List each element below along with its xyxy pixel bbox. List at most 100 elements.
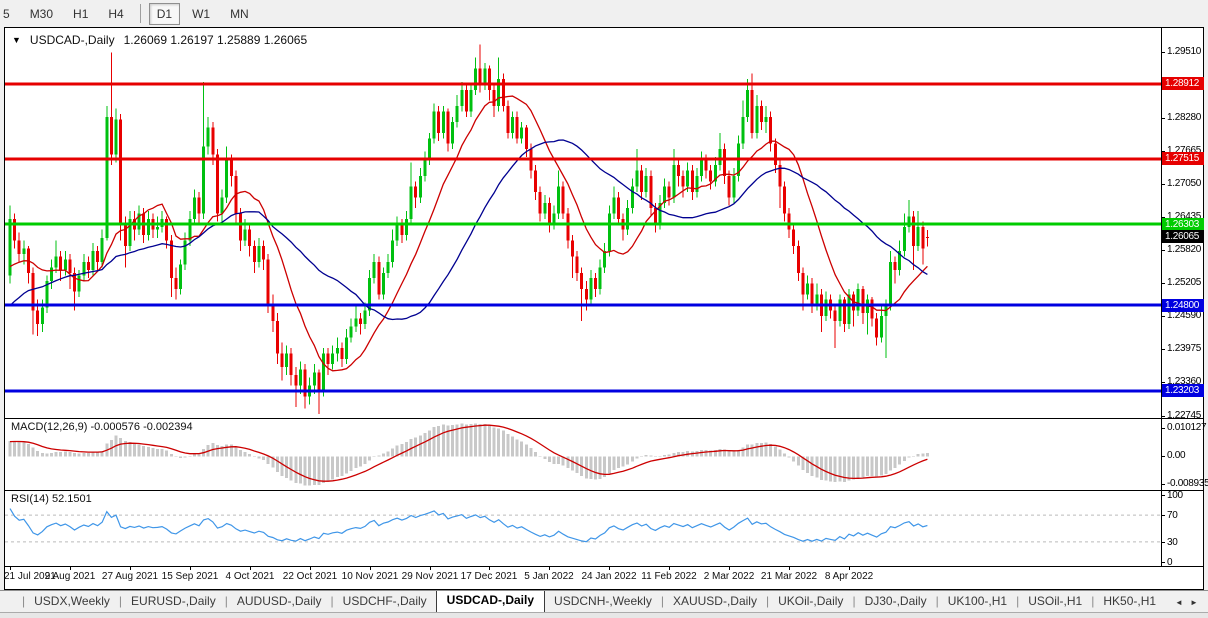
date-label: 2 Mar 2022 [703, 571, 755, 582]
symbol-tab-hk50-h1[interactable]: HK50-,H1 [1103, 594, 1157, 608]
date-tick-mark [130, 567, 131, 570]
timeframe-button-m30[interactable]: M30 [22, 3, 61, 25]
symbol-dropdown-icon[interactable]: ▼ [12, 35, 21, 45]
price-tick-mark [1162, 416, 1165, 417]
current-price-badge: 1.26065 [1162, 230, 1204, 243]
rsi-axis-label: 100 [1167, 490, 1183, 501]
date-label: 21 Jul 2021 [4, 571, 56, 582]
symbol-tab-xauusd-daily[interactable]: XAUUSD-,Daily [672, 594, 757, 608]
price-tick-mark [1162, 52, 1165, 53]
tabs-scroll-left-icon[interactable]: ◄ [1175, 598, 1183, 607]
tab-separator: | [852, 594, 856, 608]
price-line-badge: 1.27515 [1162, 152, 1204, 165]
price-tick-label: 1.26435 [1167, 211, 1202, 222]
macd-axis-label: 0.010127 [1167, 422, 1207, 433]
rsi-axis-label: 70 [1167, 510, 1178, 521]
overlay-ma-slow [9, 139, 928, 321]
date-label: 4 Oct 2021 [225, 571, 275, 582]
tab-separator: | [935, 594, 939, 608]
timeframe-button-w1[interactable]: W1 [184, 3, 218, 25]
macd-indicator-chart[interactable] [5, 419, 1161, 490]
symbol-tabbar: | USDX,Weekly | EURUSD-,Daily | AUDUSD-,Daily… [0, 590, 1208, 612]
price-tick-label: 1.23360 [1167, 376, 1202, 387]
statusbar-strip [0, 612, 1208, 618]
date-label: 9 Aug 2021 [44, 571, 96, 582]
main-price-chart[interactable] [5, 28, 1161, 418]
price-tick-mark [1162, 118, 1165, 119]
rsi-axis-label: 0 [1167, 557, 1173, 568]
tab-separator: | [22, 594, 26, 608]
symbol-tab-usdx-weekly[interactable]: USDX,Weekly [34, 594, 110, 608]
rsi-tick-mark [1162, 515, 1165, 516]
date-tick-mark [430, 567, 431, 570]
date-tick-mark [370, 567, 371, 570]
tab-separator: | [224, 594, 228, 608]
date-tick-mark [310, 567, 311, 570]
price-tick-mark [1162, 217, 1165, 218]
price-tick-mark [1162, 283, 1165, 284]
tab-separator: | [660, 594, 664, 608]
symbol-tab-usdcad-daily[interactable]: USDCAD-,Daily [435, 591, 546, 612]
main-macd-divider [5, 418, 1203, 419]
timeframe-button-5[interactable]: 5 [0, 3, 18, 25]
date-label: 22 Oct 2021 [282, 571, 338, 582]
horizontal-level-lines [5, 82, 1161, 393]
date-label: 8 Apr 2022 [824, 571, 874, 582]
symbol-tab-usdcnh-weekly[interactable]: USDCNH-,Weekly [554, 594, 652, 608]
date-label: 24 Jan 2022 [581, 571, 637, 582]
timeframe-button-d1[interactable]: D1 [148, 2, 181, 25]
chart-ohlc-values: 1.26069 1.26197 1.25889 1.26065 [123, 33, 308, 47]
timeframe-button-h4[interactable]: H4 [100, 3, 131, 25]
macd-tick-mark [1162, 428, 1165, 429]
macd-axis-label: -0.008935 [1167, 478, 1208, 489]
date-tick-mark [250, 567, 251, 570]
date-tick-mark [10, 567, 11, 570]
date-label: 11 Feb 2022 [641, 571, 697, 582]
symbol-tab-usdchf-daily[interactable]: USDCHF-,Daily [342, 594, 427, 608]
symbol-tab-usoil-h1[interactable]: USOil-,H1 [1028, 594, 1083, 608]
symbol-tab-audusd-daily[interactable]: AUDUSD-,Daily [236, 594, 322, 608]
rsi-dates-divider [5, 566, 1203, 567]
price-line-badge: 1.24800 [1162, 299, 1204, 312]
date-label: 21 Mar 2022 [760, 571, 818, 582]
date-tick-mark [849, 567, 850, 570]
rsi-tick-mark [1162, 542, 1165, 543]
candlesticks [8, 44, 929, 415]
macd-signal-line [9, 424, 928, 482]
tab-separator: | [765, 594, 770, 608]
tabs-scroll-right-icon[interactable]: ► [1189, 598, 1198, 607]
price-tick-mark [1162, 349, 1165, 350]
tab-separator: | [330, 594, 334, 608]
symbol-tab-ukoil-daily[interactable]: UKOil-,Daily [778, 594, 844, 608]
toolbar-separator [139, 4, 141, 23]
rsi-tick-mark [1162, 495, 1165, 496]
timeframe-toolbar: 5 M30 H1 H4 D1 W1 MN [0, 0, 1208, 27]
rsi-indicator-chart[interactable] [5, 491, 1161, 566]
timeframe-button-h1[interactable]: H1 [65, 3, 96, 25]
date-label: 29 Nov 2021 [401, 571, 459, 582]
date-tick-mark [789, 567, 790, 570]
rsi-axis-label: 30 [1167, 537, 1178, 548]
date-tick-mark [70, 567, 71, 570]
macd-label: MACD(12,26,9) -0.000576 -0.002394 [11, 421, 193, 433]
rsi-line [9, 508, 928, 543]
tab-separator: | [118, 594, 123, 608]
date-tick-mark [549, 567, 550, 570]
date-label: 15 Sep 2021 [161, 571, 219, 582]
date-tick-mark [489, 567, 490, 570]
date-label: 17 Dec 2021 [460, 571, 518, 582]
rsi-tick-mark [1162, 562, 1165, 563]
date-label: 27 Aug 2021 [101, 571, 159, 582]
chart-title: ▼ USDCAD-,Daily 1.26069 1.26197 1.25889 … [12, 33, 307, 47]
symbol-tab-uk100-h1[interactable]: UK100-,H1 [947, 594, 1008, 608]
price-tick-mark [1162, 382, 1165, 383]
symbol-tab-eurusd-daily[interactable]: EURUSD-,Daily [131, 594, 216, 608]
macd-axis-label: 0.00 [1167, 450, 1186, 462]
date-label: 10 Nov 2021 [341, 571, 399, 582]
price-tick-label: 1.27665 [1167, 145, 1202, 156]
date-tick-mark [609, 567, 610, 570]
symbol-tab-dj30-daily[interactable]: DJ30-,Daily [864, 594, 927, 608]
price-line-badge: 1.23203 [1162, 384, 1204, 397]
timeframe-button-mn[interactable]: MN [222, 3, 257, 25]
macd-tick-mark [1162, 456, 1165, 458]
